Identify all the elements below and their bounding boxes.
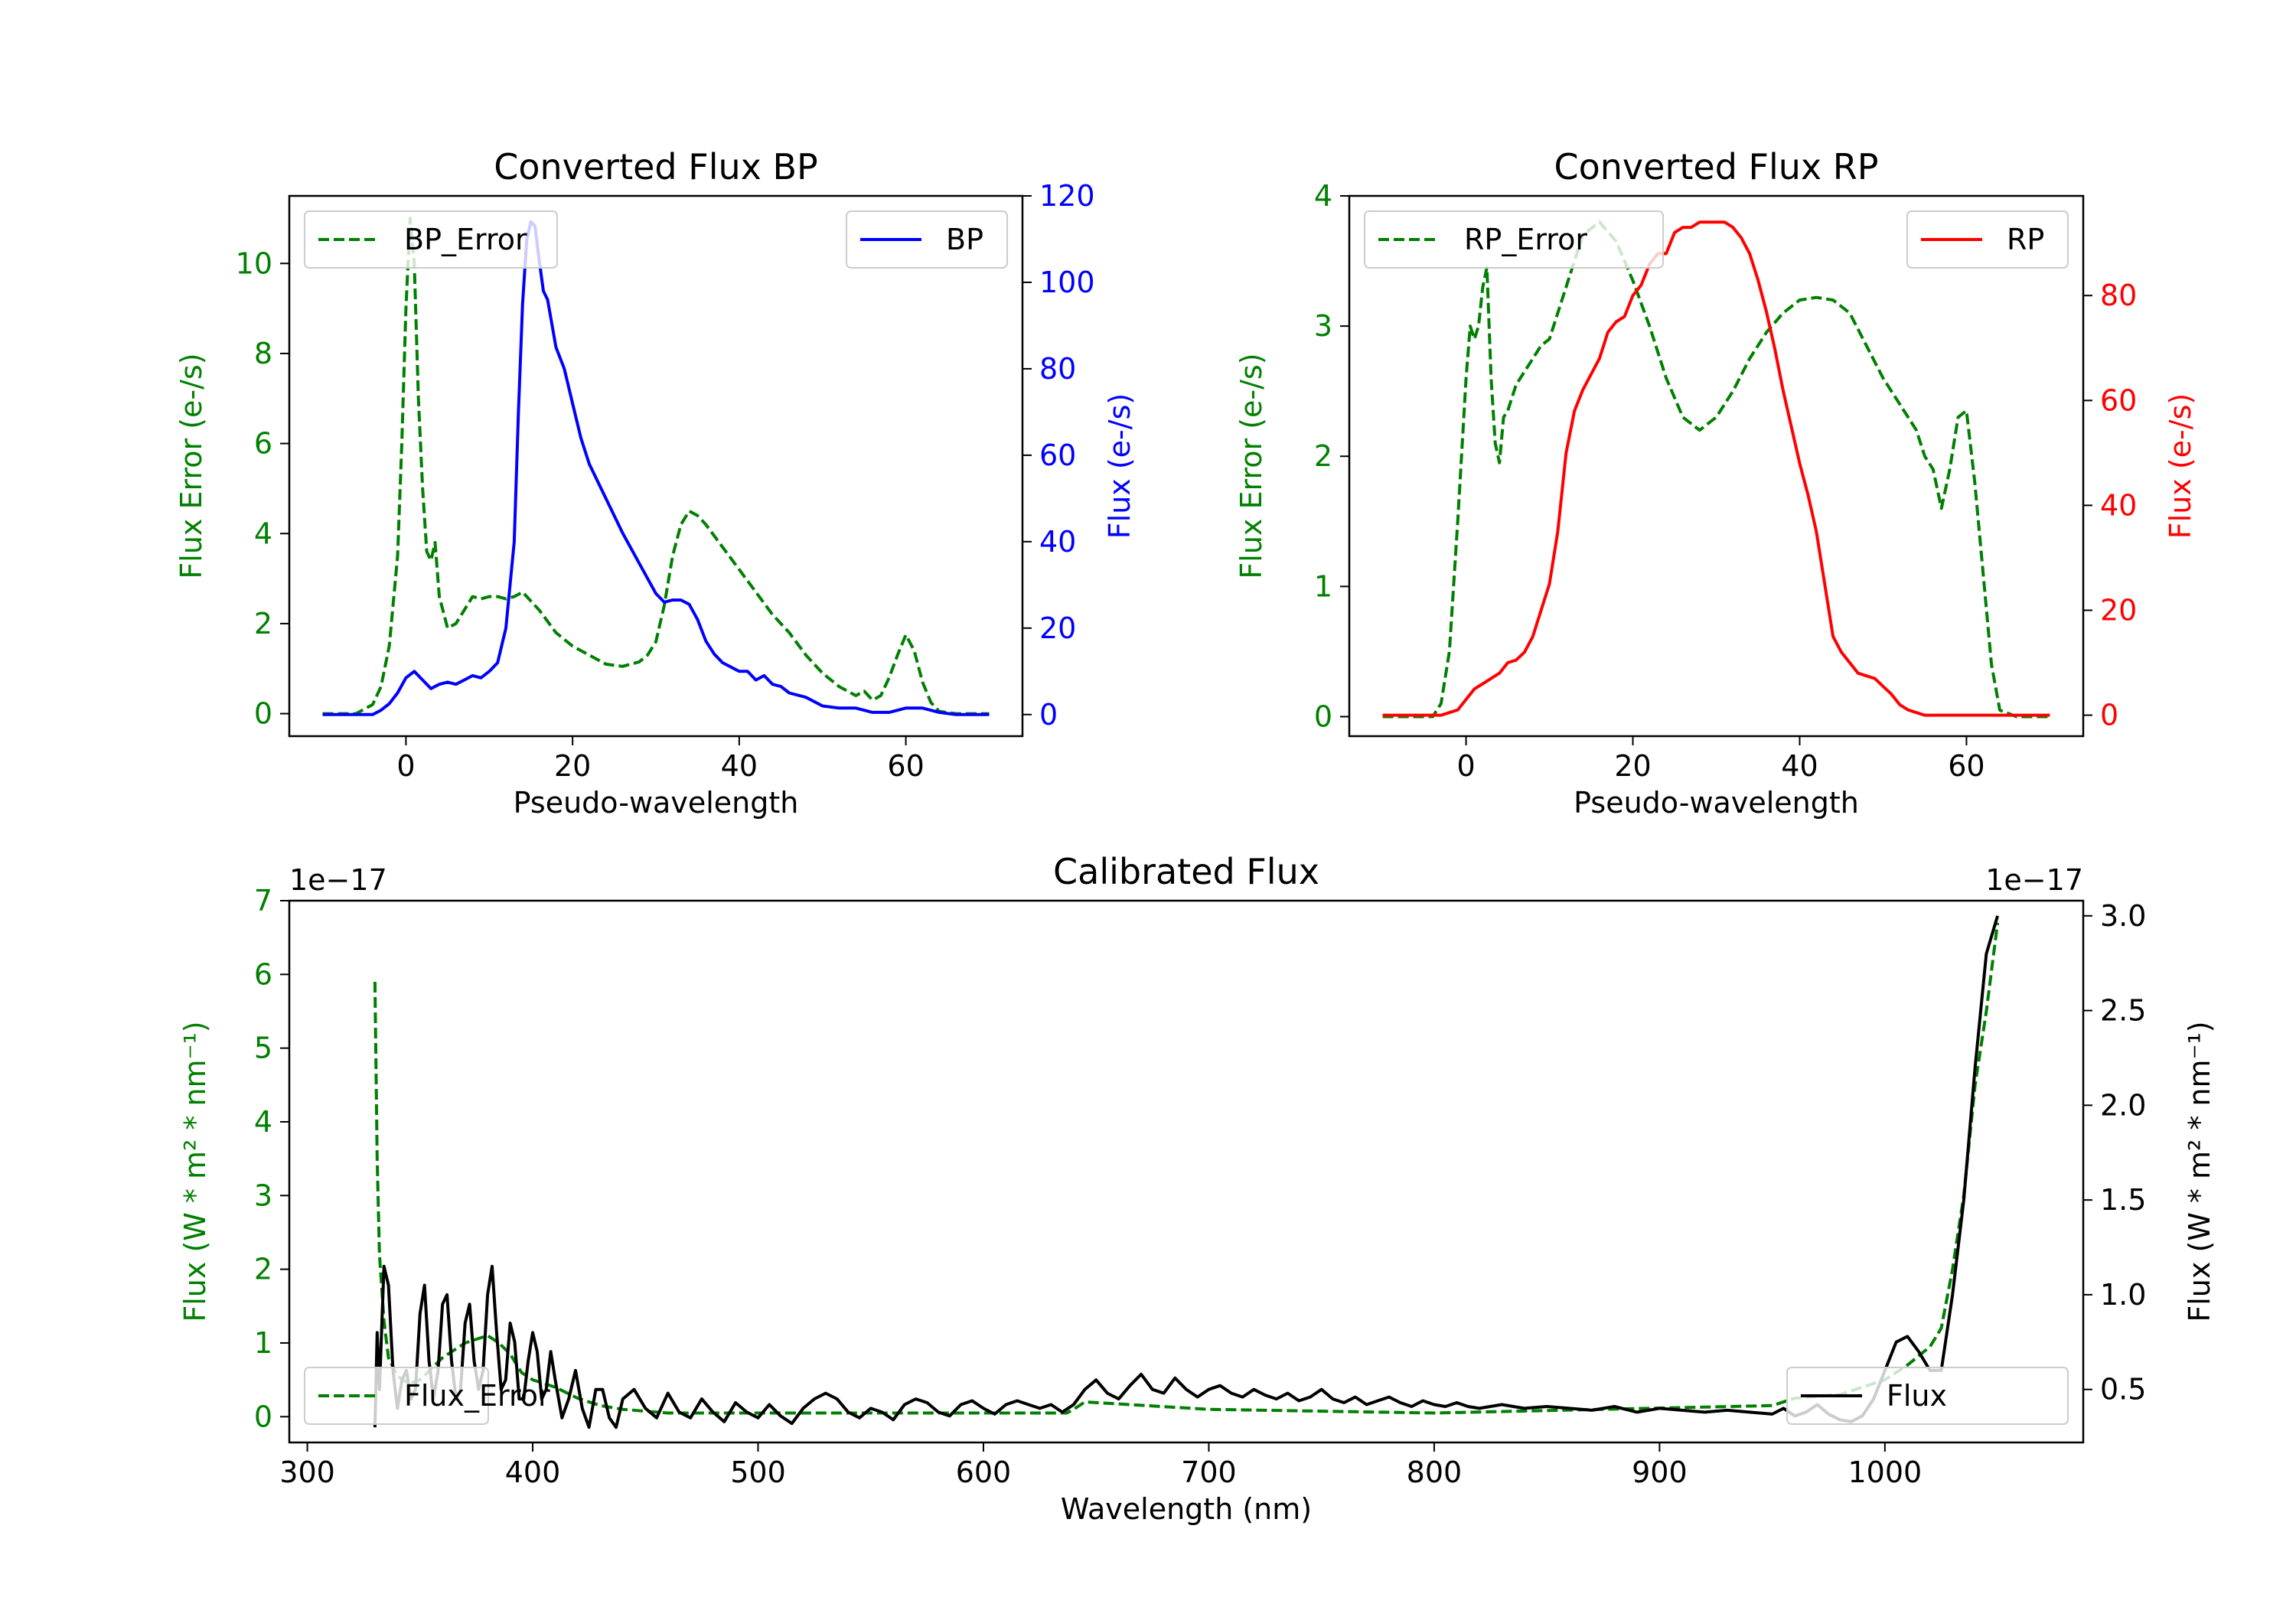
x-tick-label: 0 xyxy=(396,749,415,783)
left-tick-label: 2 xyxy=(254,1253,272,1286)
x-tick-label: 600 xyxy=(956,1455,1012,1489)
left-tick-label: 6 xyxy=(254,957,272,991)
right-tick-label: 3.0 xyxy=(2100,899,2146,933)
x-tick-label: 40 xyxy=(721,749,758,783)
right-tick-label: 120 xyxy=(1039,179,1095,213)
series-line-rp-error xyxy=(1382,220,2050,719)
x-tick-label: 900 xyxy=(1632,1455,1688,1489)
legend-box xyxy=(304,1367,489,1425)
chart-cal: Calibrated Flux 300 400 500 600 700 800 900 1000… xyxy=(178,851,2216,1526)
legend: Flux xyxy=(1786,1367,2069,1425)
right-axis-label: Flux (W * m² * nm⁻¹) xyxy=(2183,1021,2216,1322)
right-tick-label: 1.0 xyxy=(2100,1278,2146,1312)
right-tick-label: 0.5 xyxy=(2100,1373,2146,1407)
right-tick-label: 60 xyxy=(1039,438,1076,472)
series-line-bp xyxy=(322,220,990,716)
x-tick-label: 700 xyxy=(1181,1455,1237,1489)
left-tick-label: 3 xyxy=(1314,309,1332,343)
legend-box xyxy=(1364,210,1664,269)
x-tick-label: 20 xyxy=(554,749,591,783)
legend: BP_Error xyxy=(304,210,558,269)
plot-frame xyxy=(288,194,1024,738)
legend: BP xyxy=(846,210,1008,269)
right-axis-label: Flux (e-/s) xyxy=(2164,393,2197,539)
x-axis-label: Wavelength (nm) xyxy=(1061,1492,1312,1526)
legend-box xyxy=(304,210,558,269)
left-tick-label: 8 xyxy=(254,337,272,370)
left-axis-label: Flux Error (e-/s) xyxy=(1234,353,1268,579)
legend-box xyxy=(846,210,1008,269)
left-tick-label: 2 xyxy=(254,607,272,641)
left-tick-label: 4 xyxy=(254,517,272,550)
left-tick-label: 6 xyxy=(254,427,272,461)
right-tick-label: 2.5 xyxy=(2100,994,2146,1028)
x-tick-label: 800 xyxy=(1407,1455,1463,1489)
right-tick-label: 20 xyxy=(1039,611,1076,645)
left-tick-label: 1 xyxy=(1314,569,1332,603)
right-tick-label: 40 xyxy=(1039,525,1076,559)
x-axis-label: Pseudo-wavelength xyxy=(514,786,799,820)
x-tick-label: 0 xyxy=(1456,749,1475,783)
right-tick-label: 20 xyxy=(2100,593,2137,627)
x-tick-label: 400 xyxy=(505,1455,561,1489)
chart-title: Converted Flux RP xyxy=(1554,146,1879,187)
x-tick-label: 300 xyxy=(279,1455,335,1489)
legend-label: RP_Error xyxy=(1464,223,1587,256)
chart-bp: Converted Flux BP0 20 40 60Pseudo-wavelengt… xyxy=(174,146,1137,820)
right-tick-label: 80 xyxy=(2100,279,2137,312)
right-offset-text: 1e−17 xyxy=(1985,863,2083,897)
left-offset-text: 1e−17 xyxy=(289,863,387,897)
left-axis-label: Flux (W * m² * nm⁻¹) xyxy=(178,1021,212,1322)
left-tick-label: 0 xyxy=(254,697,272,731)
right-axis-label: Flux (e-/s) xyxy=(1103,393,1137,539)
left-tick-label: 10 xyxy=(236,246,272,280)
chart-title: Calibrated Flux xyxy=(1053,851,1319,892)
left-tick-label: 0 xyxy=(1314,699,1332,733)
right-tick-label: 100 xyxy=(1039,266,1095,299)
x-tick-label: 1000 xyxy=(1848,1455,1923,1489)
legend-label: RP xyxy=(2007,223,2044,256)
right-tick-label: 0 xyxy=(2100,699,2118,732)
chart-title: Converted Flux BP xyxy=(494,146,818,187)
legend-label: BP xyxy=(946,223,983,256)
left-tick-label: 1 xyxy=(254,1326,272,1360)
legend-label: Flux_Error xyxy=(404,1379,550,1413)
legend: RP xyxy=(1906,210,2069,269)
right-tick-label: 40 xyxy=(2100,488,2137,522)
right-tick-label: 2.0 xyxy=(2100,1088,2146,1122)
legend-box xyxy=(1906,210,2069,269)
legend: Flux_Error xyxy=(304,1367,550,1425)
x-tick-label: 40 xyxy=(1781,749,1818,783)
series-line-bp-error xyxy=(322,217,990,715)
left-tick-label: 4 xyxy=(254,1105,272,1139)
right-tick-label: 1.5 xyxy=(2100,1183,2146,1217)
x-tick-label: 60 xyxy=(887,749,924,783)
x-tick-label: 500 xyxy=(730,1455,786,1489)
series-line-rp xyxy=(1382,220,2050,717)
left-tick-label: 4 xyxy=(1314,179,1332,213)
series-line-flux xyxy=(373,915,2000,1429)
x-tick-label: 20 xyxy=(1614,749,1651,783)
right-tick-label: 80 xyxy=(1039,352,1076,386)
left-axis-label: Flux Error (e-/s) xyxy=(174,353,208,579)
left-tick-label: 5 xyxy=(254,1032,272,1065)
x-tick-label: 60 xyxy=(1948,749,1985,783)
plot-frame xyxy=(288,899,2085,1444)
chart-rp: Converted Flux RP0 20 40 60Pseudo-wavelengt… xyxy=(1234,146,2197,820)
right-tick-label: 60 xyxy=(2100,383,2137,417)
legend-box xyxy=(1786,1367,2069,1425)
x-axis-label: Pseudo-wavelength xyxy=(1574,786,1859,820)
plot-frame xyxy=(1348,194,2085,738)
legend-label: Flux xyxy=(1887,1379,1947,1413)
right-tick-label: 0 xyxy=(1039,698,1058,732)
left-tick-label: 3 xyxy=(254,1178,272,1212)
legend-label: BP_Error xyxy=(404,223,527,256)
left-tick-label: 0 xyxy=(254,1400,272,1433)
left-tick-label: 2 xyxy=(1314,439,1332,473)
legend: RP_Error xyxy=(1364,210,1664,269)
left-tick-label: 7 xyxy=(254,884,272,918)
series-line-flux-error xyxy=(373,922,2000,1415)
